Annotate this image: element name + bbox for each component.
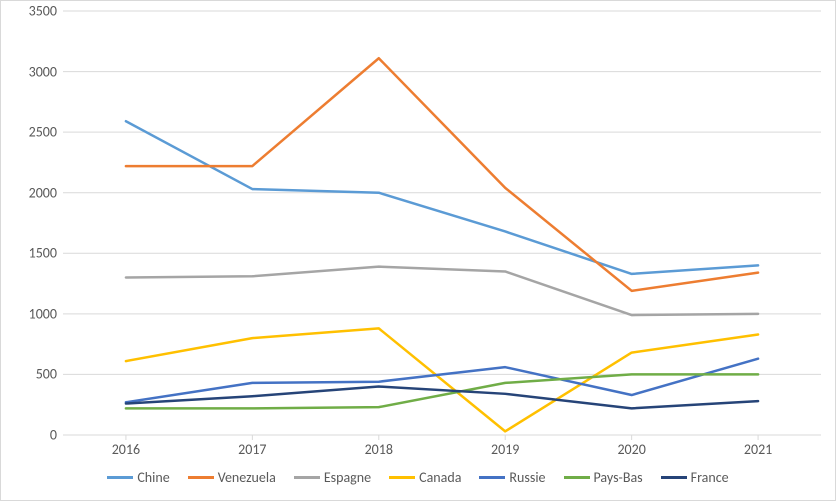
legend-label: Canada xyxy=(419,469,461,486)
legend-label: France xyxy=(691,469,729,486)
legend-item: Espagne xyxy=(294,469,371,486)
legend-item: Russie xyxy=(479,469,545,486)
y-tick-label: 1500 xyxy=(29,245,57,262)
series-line xyxy=(126,267,758,315)
legend-swatch xyxy=(564,476,590,479)
legend-item: Pays-Bas xyxy=(564,469,643,486)
y-tick-label: 3500 xyxy=(29,3,57,20)
series-line xyxy=(126,121,758,274)
legend-label: Pays-Bas xyxy=(594,469,643,486)
series-line xyxy=(126,387,758,409)
legend-swatch xyxy=(188,476,214,479)
x-tick-label: 2017 xyxy=(238,441,266,458)
legend-label: Espagne xyxy=(324,469,371,486)
legend-swatch xyxy=(661,476,687,479)
legend-item: France xyxy=(661,469,729,486)
legend-swatch xyxy=(479,476,505,479)
y-tick-label: 2500 xyxy=(29,124,57,141)
legend: Chine Venezuela Espagne Canada Russie Pays-Ba… xyxy=(1,469,835,486)
x-tick-label: 2020 xyxy=(617,441,645,458)
y-tick-label: 3000 xyxy=(29,63,57,80)
series-line xyxy=(126,328,758,431)
y-tick-label: 1000 xyxy=(29,305,57,322)
x-tick-label: 2018 xyxy=(365,441,393,458)
legend-swatch xyxy=(294,476,320,479)
legend-item: Venezuela xyxy=(188,469,276,486)
x-tick-label: 2019 xyxy=(491,441,519,458)
plot-area: 0500100015002000250030003500201620172018… xyxy=(63,11,821,435)
series-line xyxy=(126,58,758,291)
y-tick-label: 0 xyxy=(50,427,57,444)
x-tick-label: 2016 xyxy=(112,441,140,458)
x-tick-label: 2021 xyxy=(744,441,772,458)
legend-swatch xyxy=(389,476,415,479)
legend-swatch xyxy=(107,476,133,479)
legend-label: Chine xyxy=(137,469,169,486)
legend-label: Venezuela xyxy=(218,469,276,486)
line-chart: 0 500 1000 1500 2000 2500 3000 3500 2016 2017 2018… xyxy=(0,0,836,501)
y-tick-label: 500 xyxy=(36,366,57,383)
legend-item: Chine xyxy=(107,469,169,486)
legend-item: Canada xyxy=(389,469,461,486)
legend-label: Russie xyxy=(509,469,545,486)
y-tick-label: 2000 xyxy=(29,184,57,201)
plot-svg xyxy=(63,11,821,441)
